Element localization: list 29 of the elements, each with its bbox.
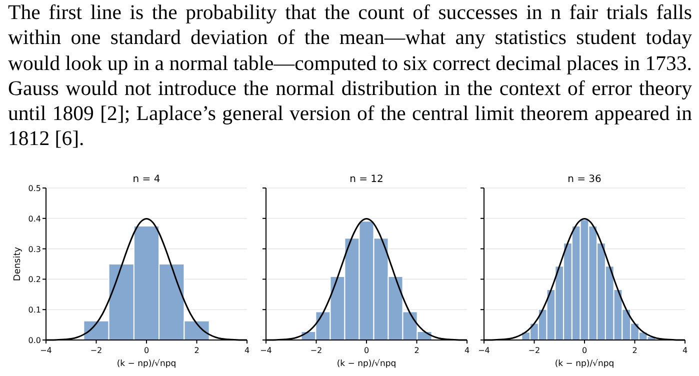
x-tick-label: −2 [528, 346, 540, 355]
x-tick-label: −4 [260, 346, 272, 355]
x-tick-label: −4 [478, 346, 490, 355]
x-tick-label: 0 [144, 346, 150, 355]
chart-title: n = 4 [132, 174, 160, 185]
y-tick-label: 0.5 [28, 184, 41, 193]
x-tick-label: 2 [414, 346, 420, 355]
y-axis-title: Density [13, 246, 23, 282]
y-tick-label: 0.0 [28, 336, 41, 345]
x-tick-label: 2 [632, 346, 638, 355]
y-tick-label: 0.2 [28, 275, 41, 284]
y-tick-label: 0.1 [28, 306, 41, 315]
x-tick-label: 2 [194, 346, 200, 355]
x-axis-title: (k − np)/√npq [336, 359, 396, 369]
y-tick-label: 0.3 [28, 244, 41, 254]
x-tick-label: 4 [464, 346, 470, 355]
y-tick-label: 0.4 [28, 214, 41, 224]
chart-title: n = 36 [568, 174, 602, 185]
x-tick-label: −4 [40, 346, 52, 355]
x-tick-label: −2 [90, 346, 102, 355]
chart-title: n = 12 [350, 174, 384, 185]
x-axis-title: (k − np)/√npq [554, 359, 614, 369]
x-tick-label: 0 [582, 346, 588, 355]
x-tick-label: 4 [682, 346, 688, 355]
x-axis-title: (k − np)/√npq [116, 359, 176, 369]
x-tick-label: −2 [310, 346, 322, 355]
x-tick-label: 0 [364, 346, 370, 355]
text: The first line is the probability that the count of successes in n fair trials falls within one standard deviation of the mean—what any statistics student today would look up in a normal table—computed to six correct decimal places in 1733. Gauss would not introduce the normal distribution in the context of error theory until 1809 [2]; Laplace’s general version of the central limit theorem appeared in 1812 [6]. [8, 0, 692, 152]
x-tick-label: 4 [244, 346, 250, 355]
